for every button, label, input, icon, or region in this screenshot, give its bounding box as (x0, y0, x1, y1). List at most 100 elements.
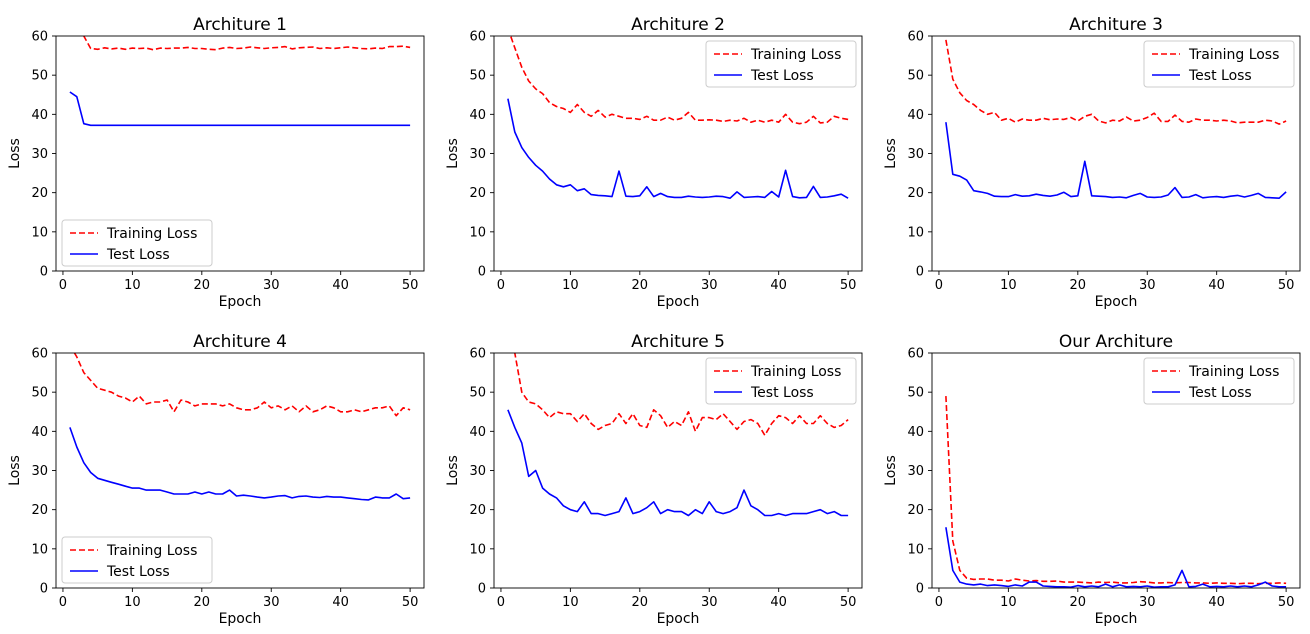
y-tick-label: 50 (31, 386, 48, 401)
y-tick-label: 40 (31, 108, 48, 123)
y-axis-label: Loss (445, 455, 461, 486)
chart-panel-3: 0 10 20 30 40 50 0 10 20 30 40 50 60 Architure 3 Epoch… (883, 15, 1301, 310)
x-axis-label: Epoch (1095, 294, 1138, 310)
y-tick-label: 20 (31, 503, 48, 518)
legend-box (61, 536, 213, 584)
y-tick-label: 20 (469, 186, 486, 201)
x-tick-label: 10 (562, 595, 579, 610)
x-axis-label: Epoch (657, 611, 700, 627)
y-tick-label: 60 (907, 347, 924, 362)
x-tick-label: 30 (1139, 595, 1156, 610)
chart-title: Architure 5 (631, 332, 725, 352)
chart-title: Our Architure (1059, 332, 1173, 352)
series-line-test-loss (69, 91, 411, 127)
legend-box (705, 357, 857, 405)
y-tick-label: 40 (31, 425, 48, 440)
y-tick-label: 60 (31, 347, 48, 362)
y-tick-label: 40 (469, 108, 486, 123)
y-tick-label: 0 (40, 265, 48, 280)
legend-label: Training Loss (750, 47, 841, 63)
series-line-training-loss (73, 353, 411, 417)
y-tick-label: 0 (916, 582, 924, 597)
y-tick-label: 30 (469, 147, 486, 162)
x-tick-label: 20 (632, 595, 649, 610)
x-tick-label: 0 (935, 595, 943, 610)
y-tick-label: 30 (469, 464, 486, 479)
x-tick-label: 10 (1000, 595, 1017, 610)
legend-label: Test Loss (750, 385, 814, 401)
x-tick-label: 30 (701, 595, 718, 610)
y-tick-label: 50 (469, 69, 486, 84)
x-tick-label: 20 (194, 595, 211, 610)
y-axis-label: Loss (883, 138, 899, 169)
y-tick-label: 40 (907, 108, 924, 123)
y-tick-label: 0 (478, 582, 486, 597)
chart-panel-2: 0 10 20 30 40 50 0 10 20 30 40 50 60 Architure 2 Epoch… (445, 15, 863, 310)
x-tick-label: 10 (124, 595, 141, 610)
chart-title: Architure 1 (193, 15, 287, 35)
x-axis-label: Epoch (1095, 611, 1138, 627)
x-tick-label: 20 (194, 278, 211, 293)
legend: Training Loss Test Loss (61, 219, 213, 267)
x-tick-label: 40 (770, 595, 787, 610)
x-tick-label: 0 (497, 595, 505, 610)
legend-box (1143, 357, 1295, 405)
series-line-test-loss (507, 98, 849, 199)
y-tick-label: 10 (31, 225, 48, 240)
legend-label: Test Loss (1188, 68, 1252, 84)
x-tick-label: 50 (1278, 278, 1295, 293)
plot-area (69, 36, 411, 127)
y-tick-label: 50 (469, 386, 486, 401)
x-tick-label: 0 (935, 278, 943, 293)
y-tick-label: 30 (907, 464, 924, 479)
x-tick-label: 40 (332, 278, 349, 293)
legend-label: Training Loss (1188, 364, 1279, 380)
x-tick-label: 20 (632, 278, 649, 293)
y-tick-label: 60 (469, 30, 486, 45)
y-tick-label: 0 (916, 265, 924, 280)
x-tick-label: 50 (840, 278, 857, 293)
x-tick-label: 30 (1139, 278, 1156, 293)
x-tick-label: 10 (562, 278, 579, 293)
legend-label: Test Loss (1188, 385, 1252, 401)
plot-area (507, 353, 849, 517)
y-tick-label: 10 (469, 225, 486, 240)
legend-label: Test Loss (106, 564, 170, 580)
chart-panel-5: 0 10 20 30 40 50 0 10 20 30 40 50 60 Architure 5 Epoch… (445, 332, 863, 627)
x-tick-label: 0 (59, 595, 67, 610)
legend: Training Loss Test Loss (705, 40, 857, 88)
legend-label: Test Loss (106, 247, 170, 263)
x-tick-label: 50 (1278, 595, 1295, 610)
y-tick-label: 0 (478, 265, 486, 280)
y-tick-label: 10 (907, 225, 924, 240)
y-tick-label: 20 (469, 503, 486, 518)
plot-area (507, 36, 849, 199)
x-tick-label: 0 (497, 278, 505, 293)
x-tick-label: 30 (263, 278, 280, 293)
legend-label: Training Loss (750, 364, 841, 380)
x-tick-label: 40 (1208, 278, 1225, 293)
x-tick-label: 0 (59, 278, 67, 293)
legend-box (61, 219, 213, 267)
plot-area (69, 353, 411, 501)
series-line-training-loss (945, 39, 1287, 125)
x-axis-label: Epoch (657, 294, 700, 310)
y-tick-label: 50 (907, 386, 924, 401)
y-axis-label: Loss (445, 138, 461, 169)
y-tick-label: 30 (31, 464, 48, 479)
y-tick-label: 10 (469, 542, 486, 557)
legend-label: Training Loss (1188, 47, 1279, 63)
x-axis-label: Epoch (219, 294, 262, 310)
series-line-training-loss (513, 353, 849, 437)
x-tick-label: 40 (332, 595, 349, 610)
y-tick-label: 50 (907, 69, 924, 84)
legend-box (705, 40, 857, 88)
chart-panel-1: 0 10 20 30 40 50 0 10 20 30 40 50 60 Architure 1 Epoch… (7, 15, 425, 310)
legend-label: Test Loss (750, 68, 814, 84)
y-tick-label: 30 (31, 147, 48, 162)
series-line-test-loss (945, 122, 1287, 199)
series-line-test-loss (945, 527, 1287, 588)
legend: Training Loss Test Loss (1143, 40, 1295, 88)
x-tick-label: 10 (1000, 278, 1017, 293)
